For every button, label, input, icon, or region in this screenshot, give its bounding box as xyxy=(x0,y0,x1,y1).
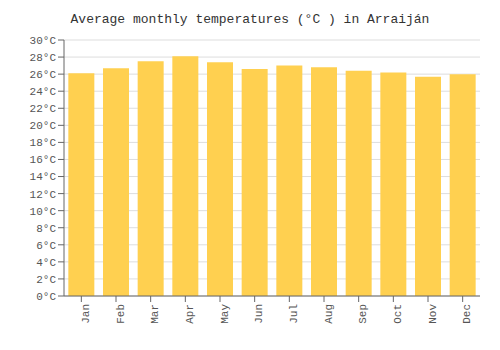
svg-text:Mar: Mar xyxy=(149,304,161,324)
svg-text:10°C: 10°C xyxy=(30,206,57,218)
svg-text:28°C: 28°C xyxy=(30,52,57,64)
svg-text:May: May xyxy=(219,304,231,324)
svg-text:Jan: Jan xyxy=(80,304,92,324)
svg-text:Jul: Jul xyxy=(288,304,300,324)
svg-text:30°C: 30°C xyxy=(30,35,57,47)
svg-text:0°C: 0°C xyxy=(36,291,56,303)
svg-text:16°C: 16°C xyxy=(30,154,57,166)
svg-text:Sep: Sep xyxy=(357,304,369,324)
svg-text:14°C: 14°C xyxy=(30,171,57,183)
svg-text:Nov: Nov xyxy=(427,304,439,324)
svg-text:18°C: 18°C xyxy=(30,137,57,149)
svg-text:Apr: Apr xyxy=(184,304,196,324)
svg-text:Oct: Oct xyxy=(392,304,404,324)
svg-text:Jun: Jun xyxy=(253,304,265,324)
svg-text:4°C: 4°C xyxy=(36,257,56,269)
html-text:Average monthly temperatures (: Average monthly temperatures (°C ) in Ar… xyxy=(70,12,430,27)
svg-text:26°C: 26°C xyxy=(30,69,57,81)
svg-text:20°C: 20°C xyxy=(30,120,57,132)
svg-text:Feb: Feb xyxy=(115,304,127,324)
svg-text:24°C: 24°C xyxy=(30,86,57,98)
svg-text:2°C: 2°C xyxy=(36,274,56,286)
svg-text:12°C: 12°C xyxy=(30,189,57,201)
svg-text:8°C: 8°C xyxy=(36,223,56,235)
svg-text:Dec: Dec xyxy=(461,304,473,324)
svg-text:6°C: 6°C xyxy=(36,240,56,252)
svg-text:22°C: 22°C xyxy=(30,103,57,115)
svg-text:Aug: Aug xyxy=(323,304,335,324)
